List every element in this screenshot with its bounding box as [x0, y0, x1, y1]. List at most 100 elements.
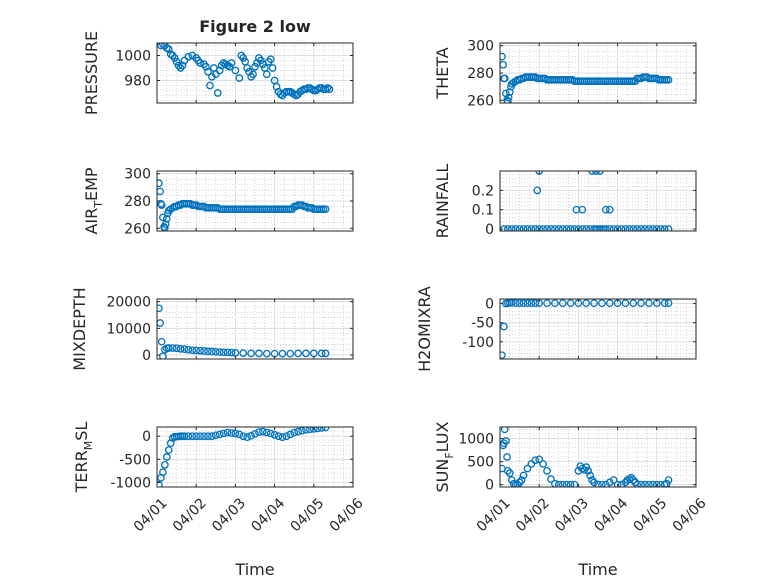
data-point: [633, 225, 642, 231]
subplot-grid: 980 1000 PRESSURE Figure 2 low 260 280 300 THET…: [70, 17, 710, 579]
data-point: [325, 85, 334, 94]
data-point: [180, 345, 189, 353]
data-point: [500, 74, 509, 83]
data-point: [160, 224, 169, 231]
x-tick-label: 04/04: [248, 495, 288, 535]
data-point: [170, 54, 179, 62]
data-point: [196, 432, 204, 441]
data-point: [504, 93, 513, 102]
data-point: [239, 54, 248, 62]
data-point: [219, 348, 228, 357]
data-point: [505, 469, 514, 478]
data-point: [268, 64, 277, 72]
data-point: [215, 430, 224, 439]
data-point: [204, 432, 212, 441]
data-point: [605, 478, 614, 487]
data-point: [184, 345, 193, 354]
data-point: [180, 432, 189, 441]
data-point: [617, 480, 626, 487]
data-point: [523, 299, 532, 308]
data-point: [562, 480, 571, 487]
y-tick-label: 0: [142, 429, 151, 445]
y-tick-label: 1000: [458, 432, 494, 448]
data-point: [213, 89, 222, 97]
x-tick-label: 04/02: [513, 495, 553, 535]
data-point: [592, 225, 600, 231]
data-point: [159, 213, 167, 222]
data-point: [247, 431, 255, 440]
data-point: [500, 322, 508, 331]
data-point: [321, 205, 330, 214]
subplot-theta: 260 280 300 THETA: [433, 39, 697, 109]
data-point: [502, 436, 510, 445]
data-point: [243, 64, 252, 72]
data-point: [558, 480, 567, 487]
data-point: [660, 225, 669, 231]
data-point: [247, 349, 255, 358]
data-point: [204, 67, 212, 76]
data-point: [302, 349, 310, 358]
data-point: [637, 225, 645, 231]
y-axis-label: PRESSURE: [82, 31, 101, 115]
data-point: [600, 225, 608, 231]
y-tick-label: 500: [467, 455, 494, 471]
data-point: [200, 347, 208, 355]
data-point: [590, 299, 598, 308]
data-point: [578, 225, 587, 231]
data-point: [505, 88, 514, 96]
data-point: [507, 225, 516, 231]
data-point: [278, 349, 287, 358]
data-point: [621, 225, 630, 231]
data-point: [266, 429, 275, 438]
data-point: [625, 225, 634, 231]
data-point: [605, 205, 614, 214]
data-point: [609, 476, 618, 484]
subplot-mixdepth: 0 10000 20000 MIXDEPTH: [70, 287, 354, 371]
data-point: [523, 464, 532, 473]
data-point: [249, 70, 257, 79]
data-point: [235, 74, 244, 82]
data-point: [531, 456, 540, 465]
data-point: [157, 201, 166, 209]
data-point: [157, 187, 164, 196]
data-point: [255, 349, 263, 358]
data-point: [613, 480, 622, 487]
data-point: [527, 299, 536, 308]
data-point: [172, 57, 181, 66]
data-point: [225, 62, 234, 71]
data-point: [294, 349, 302, 358]
subplot-pressure: 980 1000 PRESSURE Figure 2 low: [82, 17, 354, 115]
data-point: [161, 220, 170, 229]
data-point: [511, 299, 520, 308]
data-point: [588, 476, 596, 484]
data-point: [566, 225, 575, 231]
series-points: [157, 43, 334, 100]
data-point: [200, 432, 208, 441]
data-point: [617, 225, 626, 231]
axes-box: [499, 170, 697, 232]
data-point: [282, 432, 291, 441]
data-point: [231, 429, 240, 438]
x-tick-label: 04/05: [631, 495, 671, 535]
x-tick-label: 04/03: [209, 495, 249, 535]
axes-box: [156, 426, 354, 488]
data-point: [162, 453, 171, 461]
x-tick-label: 04/06: [670, 495, 710, 535]
data-point: [517, 476, 526, 484]
data-point: [594, 480, 602, 487]
data-point: [317, 427, 326, 432]
data-point: [321, 349, 330, 358]
data-point: [302, 427, 310, 434]
data-point: [227, 59, 236, 67]
data-point: [257, 56, 265, 65]
data-point: [306, 427, 314, 434]
y-tick-label: 20000: [106, 295, 151, 311]
x-tick-label: 04/06: [327, 495, 367, 535]
series-points: [157, 179, 330, 231]
data-point: [637, 480, 645, 487]
data-point: [235, 430, 244, 439]
y-tick-label: 300: [124, 167, 151, 183]
data-point: [309, 427, 318, 433]
y-tick-label: 0: [485, 222, 494, 238]
data-point: [255, 428, 263, 436]
